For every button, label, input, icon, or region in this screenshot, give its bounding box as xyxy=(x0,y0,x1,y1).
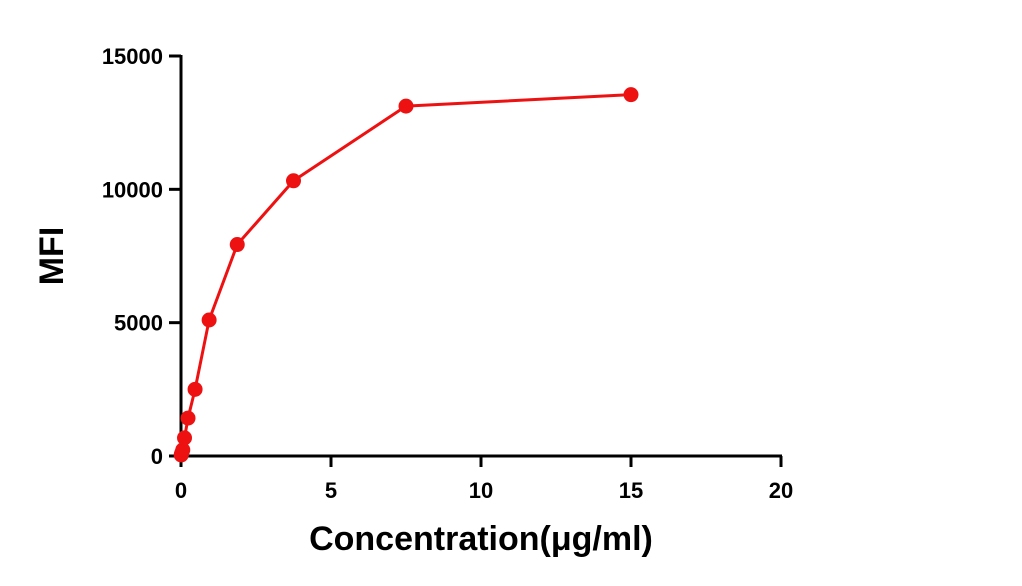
data-point xyxy=(177,430,193,446)
data-point xyxy=(180,410,196,426)
x-tick-label: 10 xyxy=(469,478,493,503)
y-tick-label: 5000 xyxy=(114,311,163,336)
x-tick-label: 15 xyxy=(619,478,643,503)
x-axis-title: Concentration(μg/ml) xyxy=(309,520,653,558)
x-tick-label: 0 xyxy=(175,478,187,503)
y-tick-label: 15000 xyxy=(102,44,163,69)
data-point xyxy=(187,381,203,397)
y-tick-label: 10000 xyxy=(102,177,163,202)
data-point xyxy=(201,312,217,328)
data-point xyxy=(229,237,245,253)
data-point xyxy=(623,87,639,103)
axes xyxy=(179,55,782,458)
x-tick-label: 5 xyxy=(325,478,337,503)
y-tick-label: 0 xyxy=(151,444,163,469)
series-line xyxy=(179,93,632,456)
x-tick-label: 20 xyxy=(769,478,793,503)
y-axis-title: MFI xyxy=(33,227,71,286)
data-point xyxy=(175,442,191,458)
data-point xyxy=(398,98,414,114)
data-point xyxy=(286,173,301,189)
